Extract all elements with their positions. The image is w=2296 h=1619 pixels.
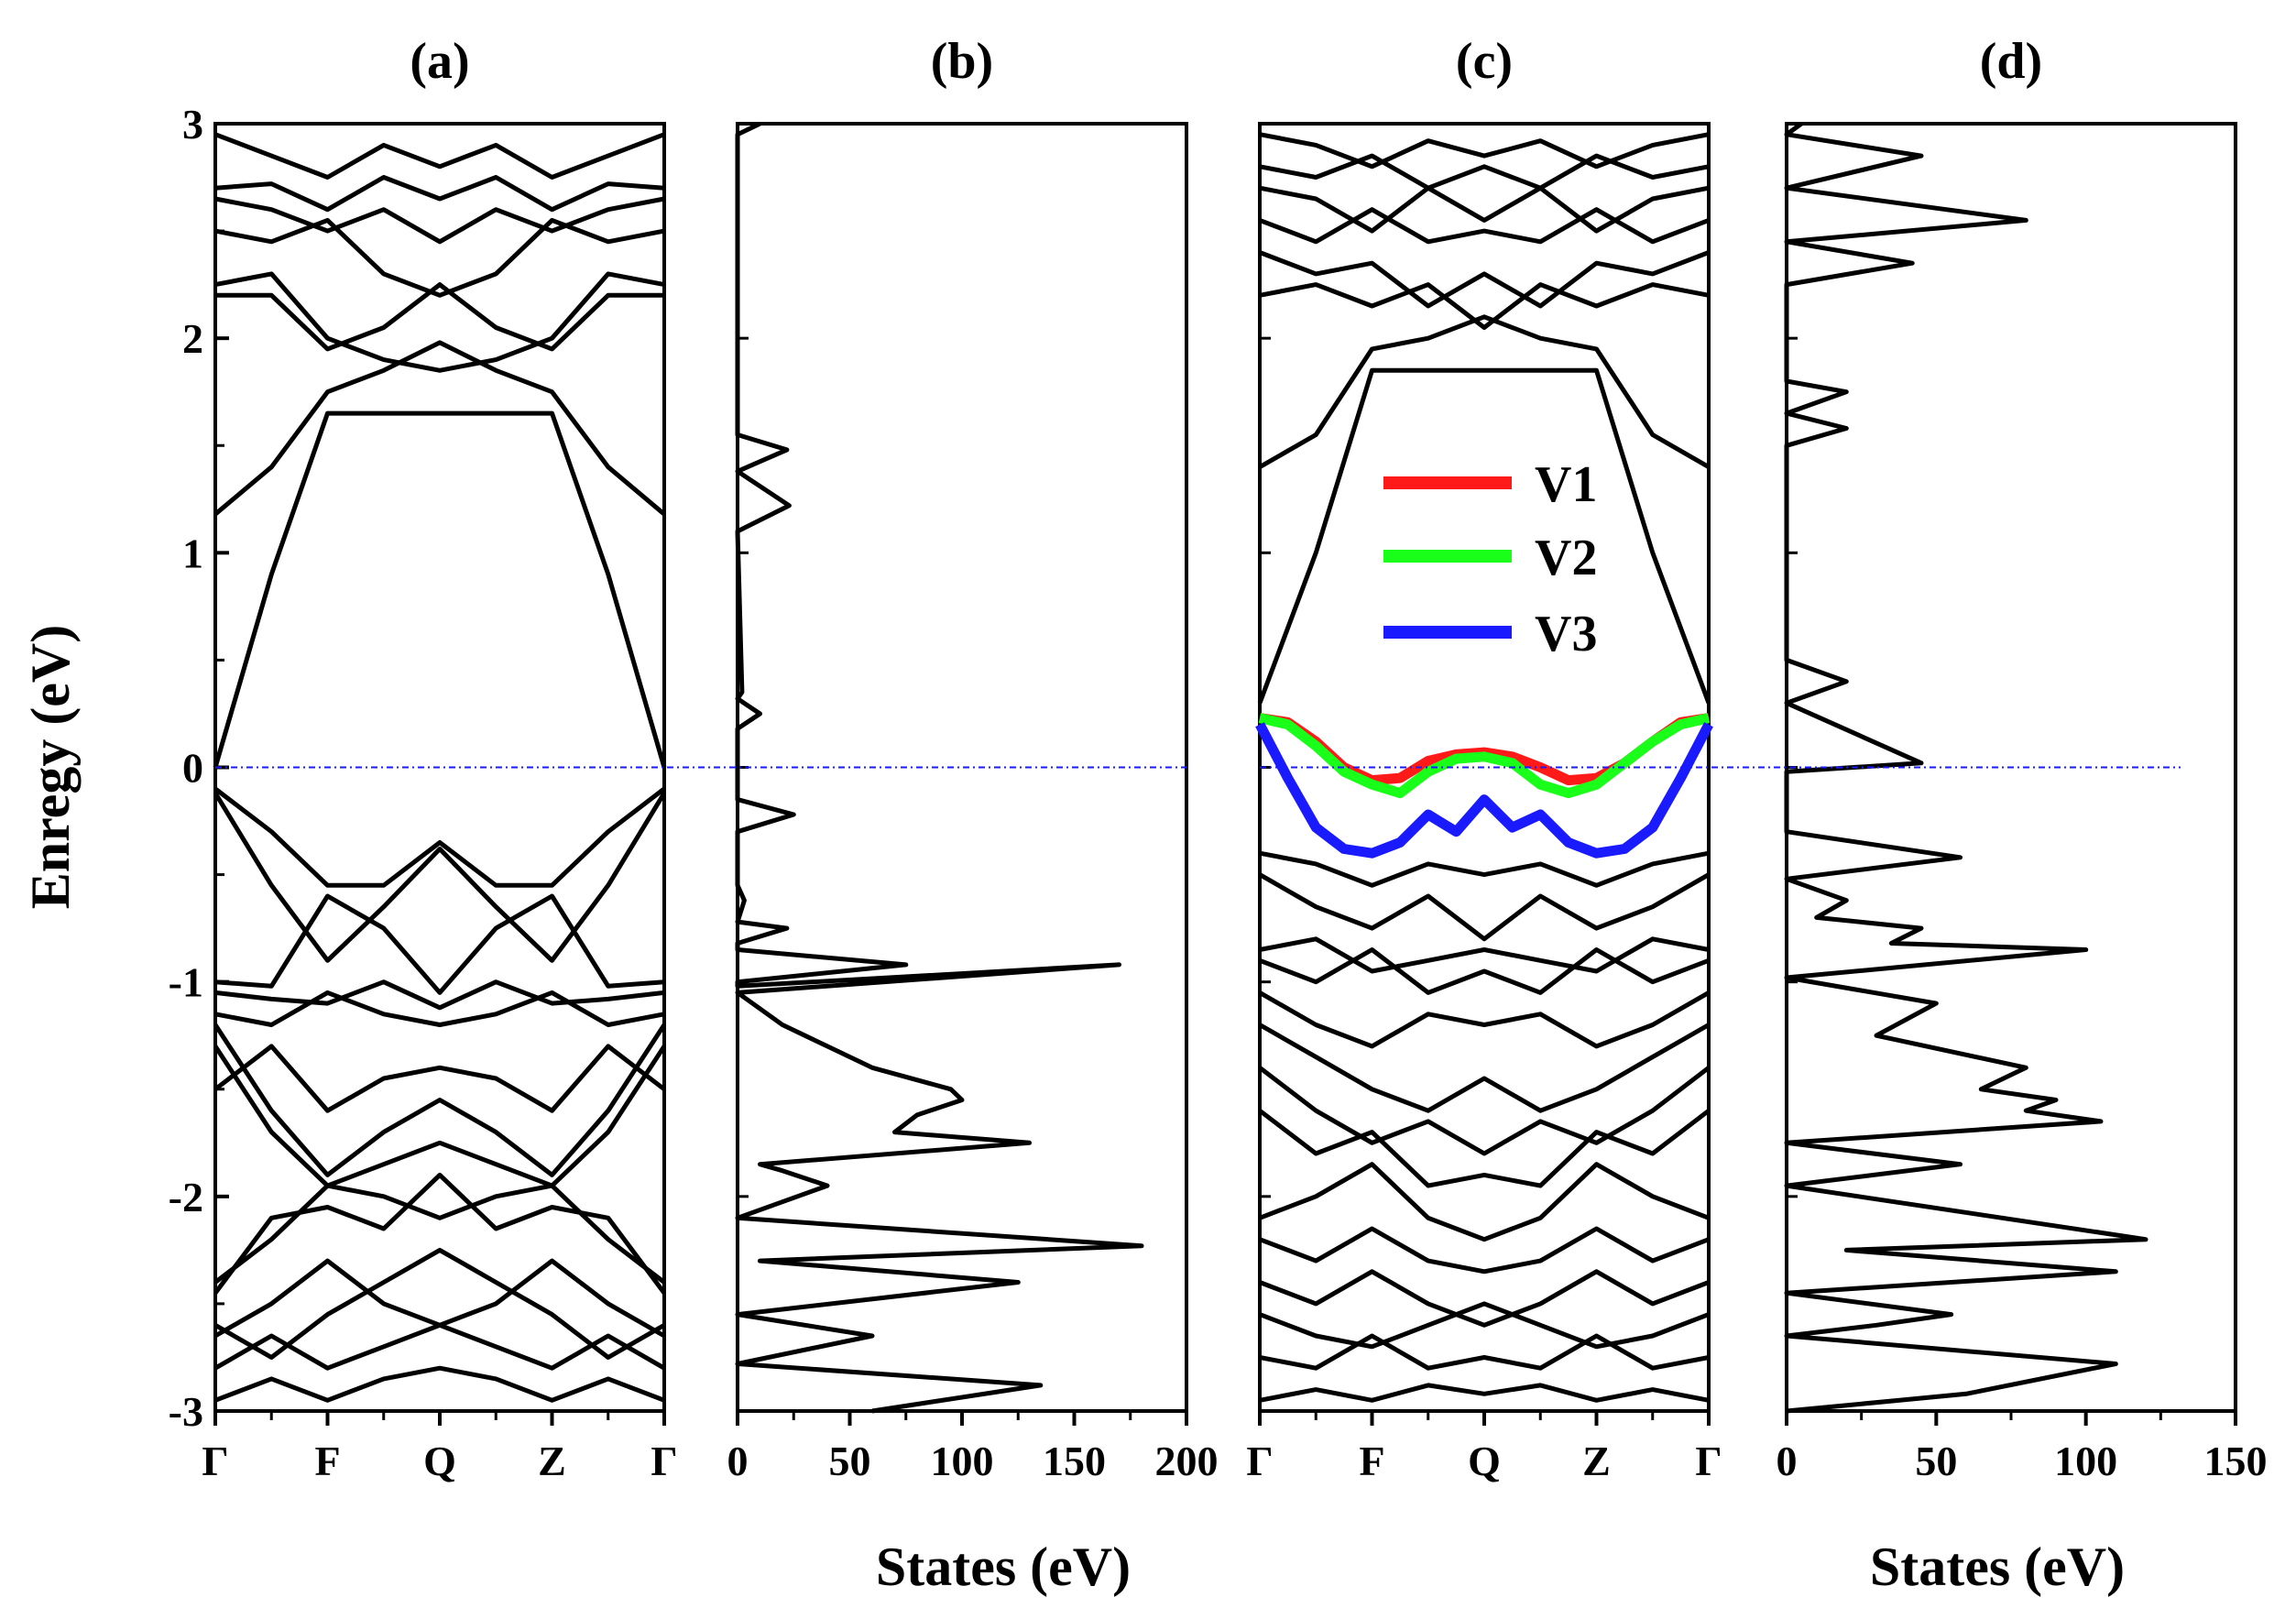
band-line (1259, 1333, 1710, 1371)
k-label: Z (1582, 1438, 1611, 1484)
band-v3 (1255, 722, 1713, 859)
band-line (1259, 132, 1710, 170)
band-line (214, 217, 665, 298)
k-label: Γ (1695, 1438, 1722, 1484)
panel-d-x-axis-title: States (eV) (1870, 1537, 2125, 1597)
band-line (214, 990, 665, 1027)
k-label: Z (538, 1438, 566, 1484)
band-line (214, 271, 665, 373)
band-line (1258, 1109, 1711, 1188)
band-line (1259, 1383, 1710, 1403)
y-tick-label: -2 (169, 1174, 203, 1220)
bands-c (1255, 132, 1713, 1403)
bands-a (213, 132, 667, 1403)
x-tick-label: 200 (1155, 1438, 1219, 1484)
y-axis-title: Enregy (eV) (20, 625, 81, 910)
panel-c-title: (c) (1456, 33, 1513, 90)
band-line (1258, 1066, 1711, 1156)
x-tick-label: 100 (2054, 1438, 2117, 1484)
band-line (213, 792, 667, 963)
x-tick-label: 150 (2204, 1438, 2268, 1484)
band-line (214, 175, 665, 213)
dos-curve (735, 121, 1144, 1414)
band-line (1259, 936, 1710, 974)
band-line (213, 1247, 666, 1360)
band-line (1259, 1162, 1710, 1242)
band-line (213, 1172, 667, 1295)
band-line (1259, 250, 1710, 309)
band-line (1259, 1269, 1710, 1328)
band-line (213, 1044, 666, 1113)
dos-curve (1784, 121, 2148, 1414)
x-tick-label: 50 (1915, 1438, 1957, 1484)
band-line (1257, 367, 1711, 705)
k-label: Q (423, 1438, 456, 1484)
band-line (213, 1023, 667, 1177)
band-line (213, 410, 667, 769)
band-line (1258, 1023, 1711, 1113)
dos-d (1784, 121, 2148, 1414)
y-tick-label: 2 (182, 315, 203, 362)
panel-b-title: (b) (931, 33, 993, 90)
band-line (213, 340, 666, 517)
band-line (214, 196, 665, 245)
band-line (1259, 185, 1710, 234)
band-v2 (1258, 713, 1711, 799)
band-line (214, 893, 665, 995)
band-line (215, 282, 664, 352)
band-line (1259, 153, 1710, 191)
band-line (213, 1183, 666, 1285)
legend-label-v3: V3 (1535, 606, 1597, 662)
band-line (1259, 282, 1710, 330)
x-tick-label: 50 (829, 1438, 871, 1484)
x-tick-label: 150 (1043, 1438, 1106, 1484)
band-line (1259, 1301, 1710, 1350)
legend-label-v1: V1 (1535, 456, 1597, 513)
k-label: Γ (651, 1438, 677, 1484)
k-label: Γ (202, 1438, 228, 1484)
band-line (214, 132, 665, 180)
k-label: Q (1468, 1438, 1501, 1484)
band-line (1258, 314, 1711, 469)
band-line (1258, 990, 1711, 1049)
y-tick-label: 1 (182, 530, 203, 576)
band-line (1259, 947, 1710, 995)
band-line (1259, 207, 1710, 245)
band-line (1259, 850, 1710, 888)
y-tick-label: 0 (182, 745, 203, 792)
y-tick-label: -1 (169, 959, 203, 1006)
k-label: F (314, 1438, 340, 1484)
y-tick-label: -3 (169, 1388, 203, 1435)
panel-a-title: (a) (410, 33, 469, 90)
band-line (1259, 1226, 1710, 1274)
band-line (214, 979, 665, 1011)
x-tick-label: 0 (727, 1438, 749, 1484)
x-tick-label: 100 (931, 1438, 994, 1484)
panel-b-x-axis-title: States (eV) (876, 1537, 1131, 1597)
band-line (1258, 872, 1711, 942)
legend: V1 V2 V3 (1383, 456, 1597, 662)
band-line (214, 1365, 665, 1403)
x-tick-label: 0 (1777, 1438, 1798, 1484)
y-tick-label: 3 (182, 101, 203, 148)
k-label: F (1359, 1438, 1384, 1484)
band-line (213, 1045, 667, 1188)
k-label: Γ (1246, 1438, 1273, 1484)
panel-d-title: (d) (1980, 33, 2042, 90)
band-line (213, 786, 666, 888)
dos-b (735, 121, 1144, 1414)
band-line (213, 1322, 666, 1371)
legend-label-v2: V2 (1535, 530, 1597, 586)
